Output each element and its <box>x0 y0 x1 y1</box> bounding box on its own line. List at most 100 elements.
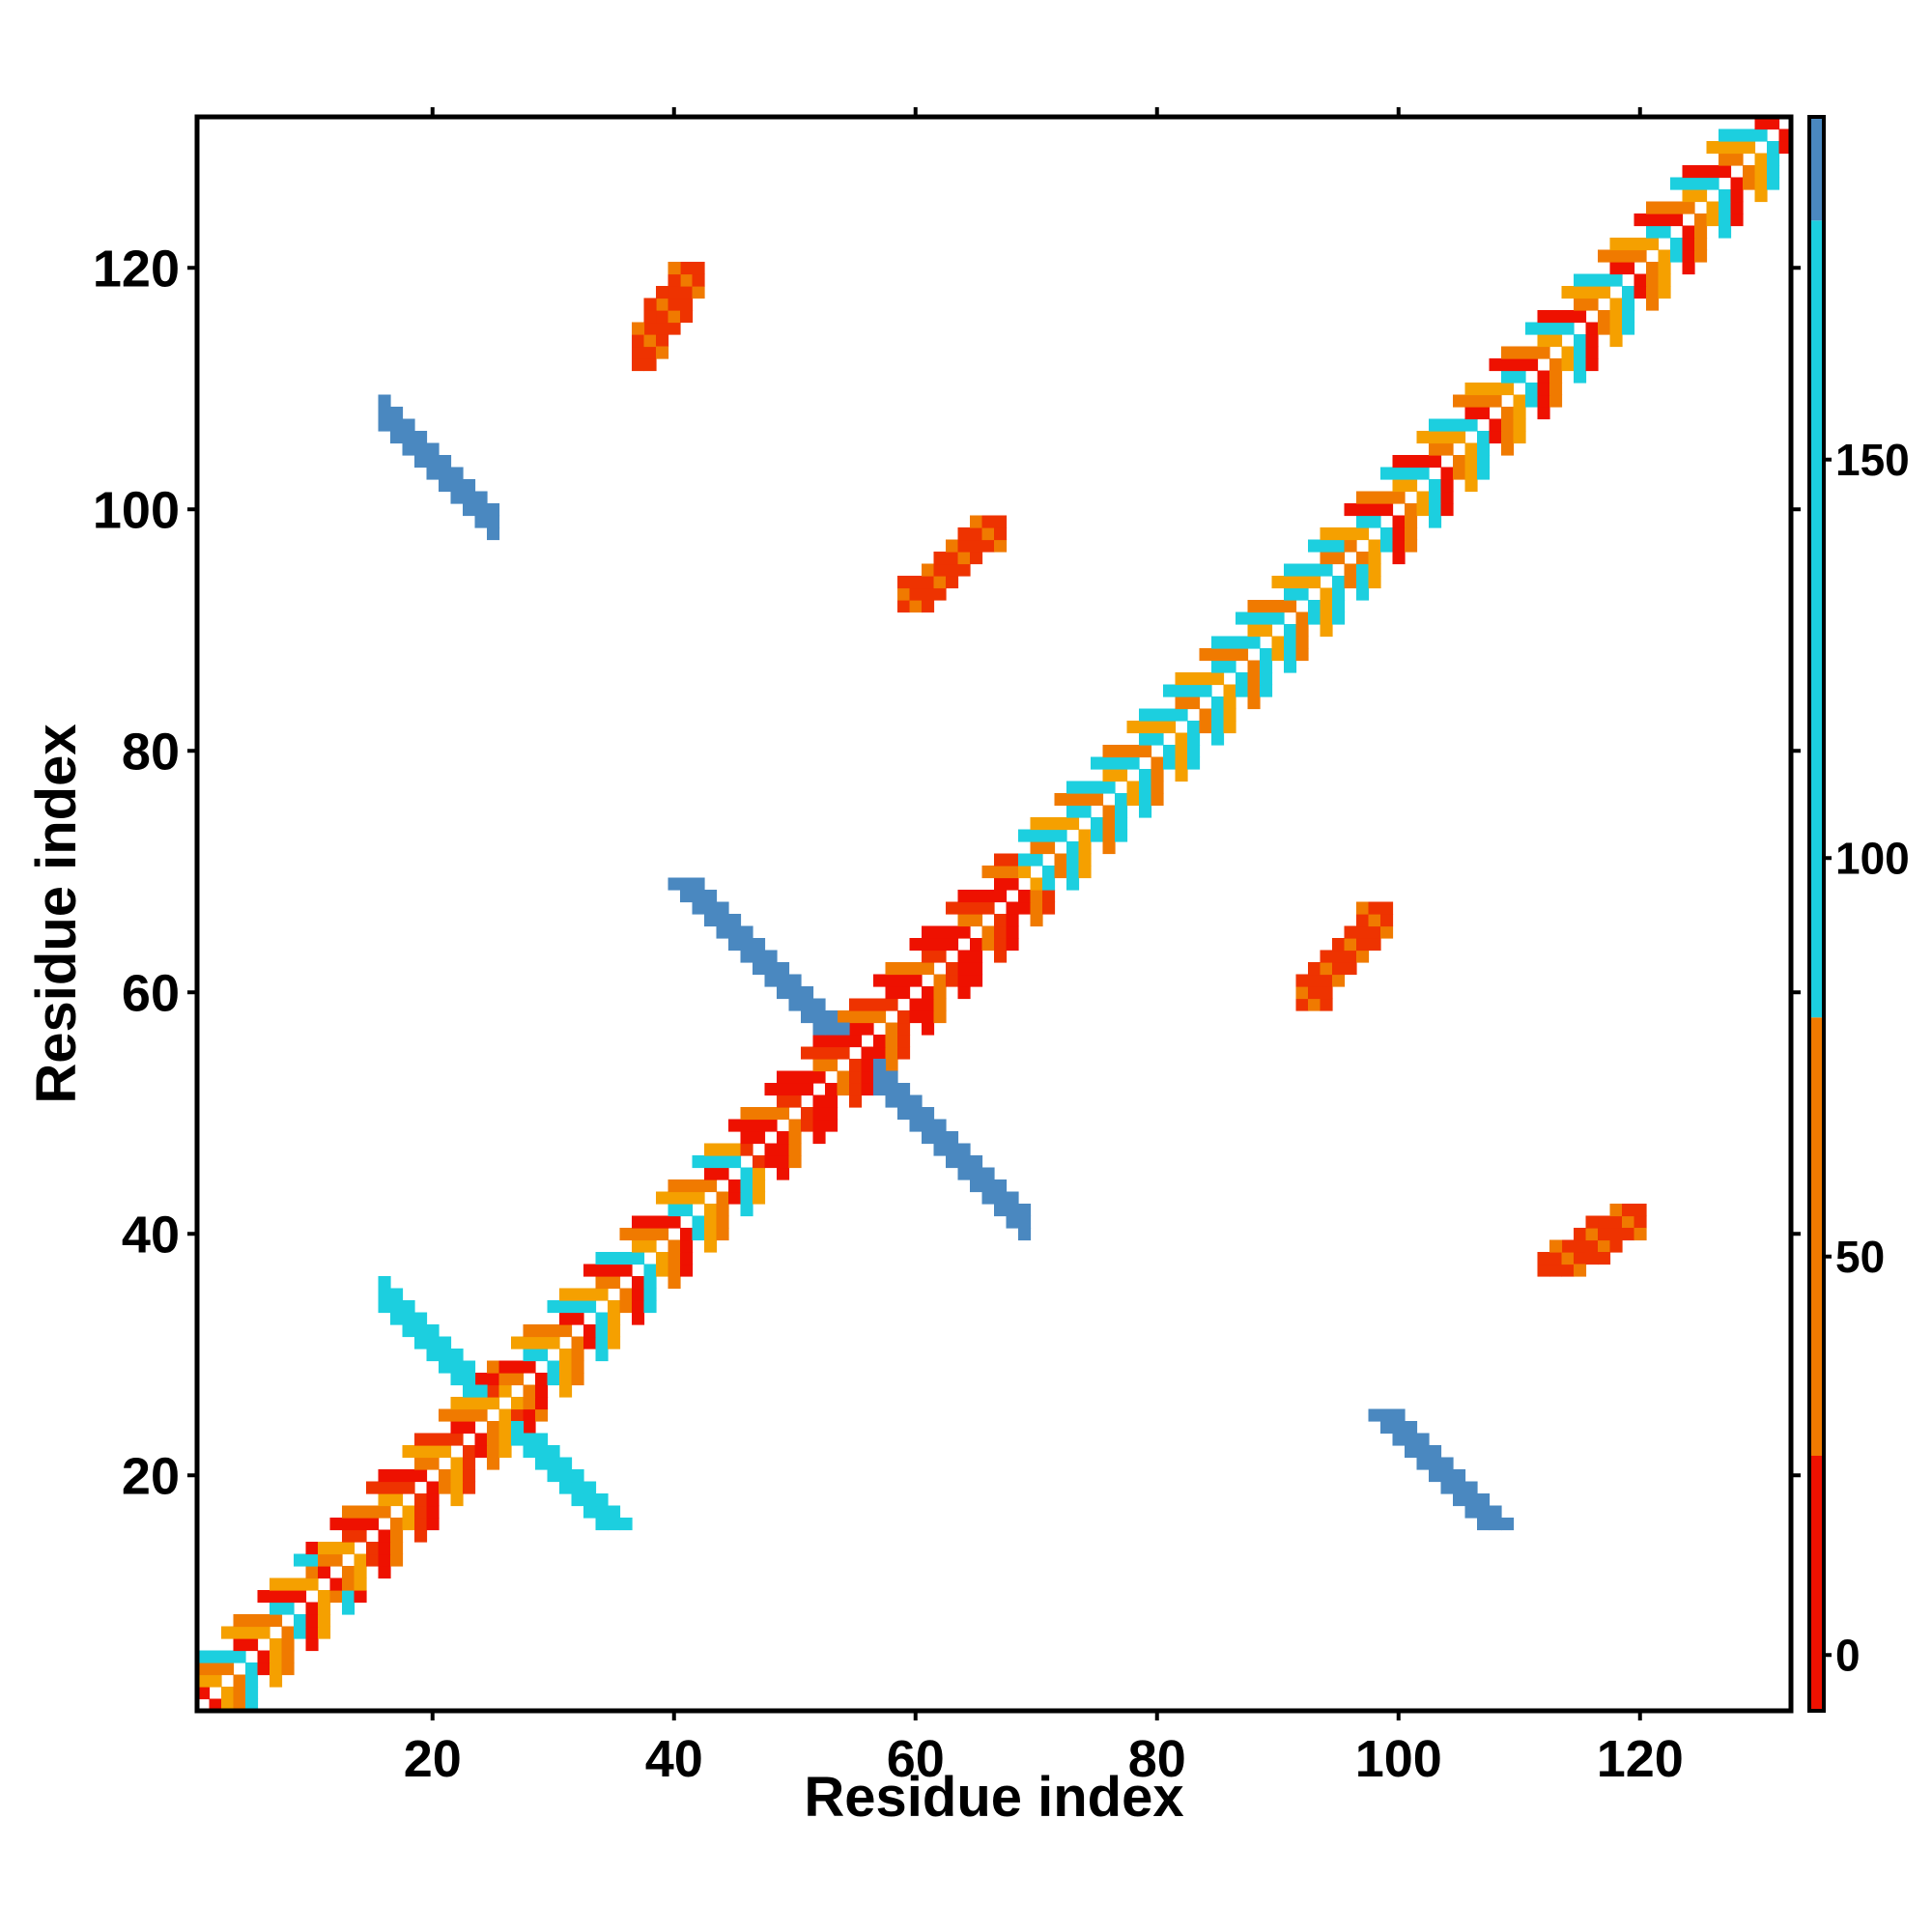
heatmap-cell <box>414 431 428 444</box>
heatmap-cell <box>426 1433 440 1446</box>
heatmap-cell <box>1501 383 1515 396</box>
heatmap-cell <box>873 1010 887 1024</box>
heatmap-cell <box>957 539 971 553</box>
heatmap-cell <box>1078 853 1092 867</box>
heatmap-cell <box>1622 1204 1635 1217</box>
heatmap-cell <box>1598 249 1611 263</box>
heatmap-cell <box>426 467 440 480</box>
heatmap-cell <box>994 877 1008 891</box>
heatmap-cell <box>1320 539 1333 553</box>
heatmap-cell <box>946 1131 959 1145</box>
heatmap-cell <box>1549 1252 1563 1265</box>
heatmap-cell <box>426 1336 440 1350</box>
heatmap-cell <box>1574 1264 1587 1277</box>
heatmap-cell <box>1429 418 1442 432</box>
heatmap-cell <box>1416 1457 1430 1470</box>
heatmap-cell <box>922 1119 935 1132</box>
heatmap-cell <box>1260 624 1273 638</box>
heatmap-cell <box>305 1553 319 1567</box>
heatmap-cell <box>1574 358 1587 372</box>
heatmap-cell <box>1585 1239 1599 1253</box>
heatmap-cell <box>1609 238 1623 251</box>
heatmap-cell <box>547 1336 560 1350</box>
heatmap-cell <box>777 1083 790 1096</box>
heatmap-cell <box>390 1288 404 1301</box>
heatmap-cell <box>994 1179 1008 1193</box>
heatmap-cell <box>1356 950 1370 963</box>
heatmap-cell <box>812 1059 826 1072</box>
heatmap-cell <box>957 986 971 1000</box>
heatmap-cell <box>1295 563 1309 577</box>
heatmap-cell <box>1066 841 1080 855</box>
heatmap-cell <box>909 998 923 1011</box>
heatmap-cell <box>1682 262 1695 275</box>
heatmap-cell <box>1139 721 1152 734</box>
heatmap-cell <box>318 1602 331 1615</box>
heatmap-cell <box>994 1191 1008 1205</box>
heatmap-cell <box>1585 1228 1599 1241</box>
heatmap-cell <box>788 1119 802 1132</box>
heatmap-cell <box>1006 1191 1019 1205</box>
heatmap-cell <box>632 1300 645 1314</box>
heatmap-cell <box>764 1155 778 1169</box>
heatmap-cell <box>1042 866 1056 879</box>
heatmap-cell <box>1295 587 1309 601</box>
heatmap-cell <box>837 1010 850 1024</box>
heatmap-cell <box>1356 587 1370 601</box>
heatmap-cell <box>1236 672 1249 686</box>
heatmap-cell <box>1211 696 1225 710</box>
heatmap-cell <box>656 346 669 359</box>
heatmap-cell <box>523 1433 536 1446</box>
heatmap-cell <box>994 866 1008 879</box>
heatmap-cell <box>1585 1252 1599 1265</box>
heatmap-cell <box>1477 1505 1491 1519</box>
heatmap-cell <box>861 1010 874 1024</box>
heatmap-cell <box>1754 117 1768 130</box>
heatmap-cell <box>1139 769 1152 782</box>
heatmap-cell <box>378 1529 391 1543</box>
heatmap-cell <box>680 1191 694 1205</box>
heatmap-cell <box>740 1167 753 1180</box>
heatmap-cell <box>233 1650 246 1663</box>
heatmap-cell <box>1598 310 1611 324</box>
heatmap-cell <box>1368 503 1381 517</box>
heatmap-cell <box>933 974 947 987</box>
heatmap-cell <box>498 1360 512 1374</box>
heatmap-cell <box>1332 938 1346 952</box>
heatmap-cell <box>933 1010 947 1024</box>
heatmap-cell <box>1332 539 1346 553</box>
heatmap-cell <box>873 1059 887 1072</box>
heatmap-cell <box>1682 201 1695 214</box>
heatmap-cell <box>885 1046 898 1060</box>
heatmap-cell <box>1440 431 1454 444</box>
heatmap-cell <box>354 1553 367 1567</box>
heatmap-cell <box>1501 431 1515 444</box>
heatmap-cell <box>257 1650 270 1663</box>
heatmap-cell <box>354 1577 367 1591</box>
heatmap-cell <box>559 1481 573 1494</box>
heatmap-cell <box>861 1083 874 1096</box>
heatmap-cell <box>1042 901 1056 915</box>
heatmap-cell <box>825 1022 838 1036</box>
heatmap-cell <box>946 962 959 976</box>
heatmap-cell <box>583 1481 597 1494</box>
heatmap-cell <box>197 1650 211 1663</box>
heatmap-cell <box>909 1119 923 1132</box>
heatmap-cell <box>463 1469 476 1483</box>
heatmap-cell <box>716 925 729 939</box>
heatmap-cell <box>740 950 753 963</box>
heatmap-cell <box>692 890 705 903</box>
heatmap-cell <box>1332 527 1346 541</box>
heatmap-cell <box>680 890 694 903</box>
heatmap-cell <box>1042 829 1056 842</box>
heatmap-cell <box>1574 273 1587 287</box>
heatmap-cell <box>656 1264 669 1277</box>
heatmap-cell <box>197 1687 211 1700</box>
heatmap-cell <box>922 1010 935 1024</box>
heatmap-cell <box>643 1276 657 1290</box>
heatmap-cell <box>270 1602 283 1615</box>
heatmap-cell <box>426 442 440 456</box>
heatmap-cell <box>704 1167 718 1180</box>
heatmap-cell <box>595 1505 609 1519</box>
heatmap-cell <box>1356 491 1370 504</box>
